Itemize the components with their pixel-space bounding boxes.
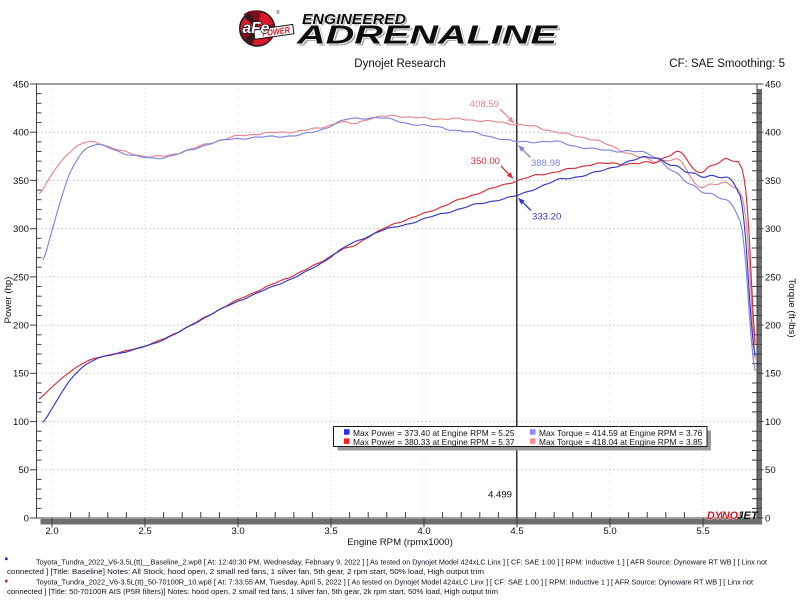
svg-text:ENGINEERED: ENGINEERED — [302, 12, 407, 28]
svg-text:0: 0 — [24, 513, 29, 524]
svg-text:Max Torque = 418.04 at Engin: Max Torque = 418.04 at Engine RPM = 3.85 — [539, 437, 703, 447]
svg-text:Max Power = 380.33 at Engine: Max Power = 380.33 at Engine RPM = 5.37 — [353, 437, 515, 447]
svg-text:connected ] [Title: Baseline]: connected ] [Title: Baseline] Notes: All… — [7, 567, 484, 576]
svg-text:400: 400 — [765, 128, 781, 139]
svg-text:408.59: 408.59 — [470, 99, 499, 110]
svg-text:Dynojet Research: Dynojet Research — [354, 58, 445, 70]
svg-text:Engine RPM (rpmx1000): Engine RPM (rpmx1000) — [347, 537, 453, 548]
svg-text:250: 250 — [13, 272, 29, 283]
svg-text:ADRENALINE: ADRENALINE — [298, 22, 561, 52]
svg-text:388.98: 388.98 — [531, 158, 560, 169]
svg-text:150: 150 — [765, 369, 781, 380]
svg-text:2.5: 2.5 — [138, 526, 151, 537]
svg-text:300: 300 — [13, 224, 29, 235]
svg-text:5.0: 5.0 — [603, 526, 616, 537]
svg-text:POWER: POWER — [261, 25, 291, 39]
svg-text:300: 300 — [765, 224, 781, 235]
svg-text:250: 250 — [765, 272, 781, 283]
svg-text:350.00: 350.00 — [471, 156, 500, 167]
svg-text:450: 450 — [765, 79, 781, 90]
svg-text:Power (hp): Power (hp) — [3, 277, 14, 324]
svg-text:400: 400 — [13, 128, 29, 139]
svg-text:4.5: 4.5 — [510, 526, 523, 537]
svg-text:0: 0 — [765, 513, 770, 524]
svg-text:50: 50 — [18, 465, 29, 476]
svg-text:Max Power = 373.40 at Engine: Max Power = 373.40 at Engine RPM = 5.25 — [353, 428, 515, 438]
svg-text:450: 450 — [13, 79, 29, 90]
svg-text:4.499: 4.499 — [488, 490, 512, 501]
svg-text:Toyota_Tundra_2022_V6-3.5L(tt): Toyota_Tundra_2022_V6-3.5L(tt)_50-70100R… — [36, 578, 753, 587]
svg-text:150: 150 — [13, 369, 29, 380]
svg-text:5.5: 5.5 — [696, 526, 709, 537]
svg-text:DYNO: DYNO — [707, 510, 738, 522]
svg-text:350: 350 — [13, 176, 29, 187]
svg-text:200: 200 — [765, 321, 781, 332]
svg-text:Toyota_Tundra_2022_V6-3.5L(tt): Toyota_Tundra_2022_V6-3.5L(tt)__Baseline… — [36, 558, 767, 567]
svg-text:®: ® — [276, 9, 280, 16]
svg-text:50: 50 — [765, 465, 776, 476]
svg-text:connected ] [Title: 50-70100R: connected ] [Title: 50-70100R AIS (P5R f… — [7, 587, 498, 596]
svg-text:350: 350 — [765, 176, 781, 187]
svg-text:ADRENALINE: ADRENALINE — [295, 20, 558, 50]
svg-text:2.0: 2.0 — [45, 526, 58, 537]
svg-text:ENGINEERED: ENGINEERED — [304, 14, 409, 30]
svg-text:3.5: 3.5 — [324, 526, 337, 537]
svg-text:JET: JET — [737, 510, 759, 522]
svg-text:Max Torque = 414.59 at Engin: Max Torque = 414.59 at Engine RPM = 3.76 — [539, 428, 703, 438]
svg-text:4.0: 4.0 — [417, 526, 430, 537]
svg-text:100: 100 — [13, 417, 29, 428]
svg-text:Torque (ft-lbs): Torque (ft-lbs) — [786, 278, 797, 337]
svg-text:200: 200 — [13, 321, 29, 332]
svg-text:CF: SAE Smoothing: 5: CF: SAE Smoothing: 5 — [669, 58, 785, 70]
svg-text:100: 100 — [765, 417, 781, 428]
svg-text:3.0: 3.0 — [231, 526, 244, 537]
svg-text:333.20: 333.20 — [532, 212, 561, 223]
svg-text:aFe: aFe — [243, 20, 270, 37]
